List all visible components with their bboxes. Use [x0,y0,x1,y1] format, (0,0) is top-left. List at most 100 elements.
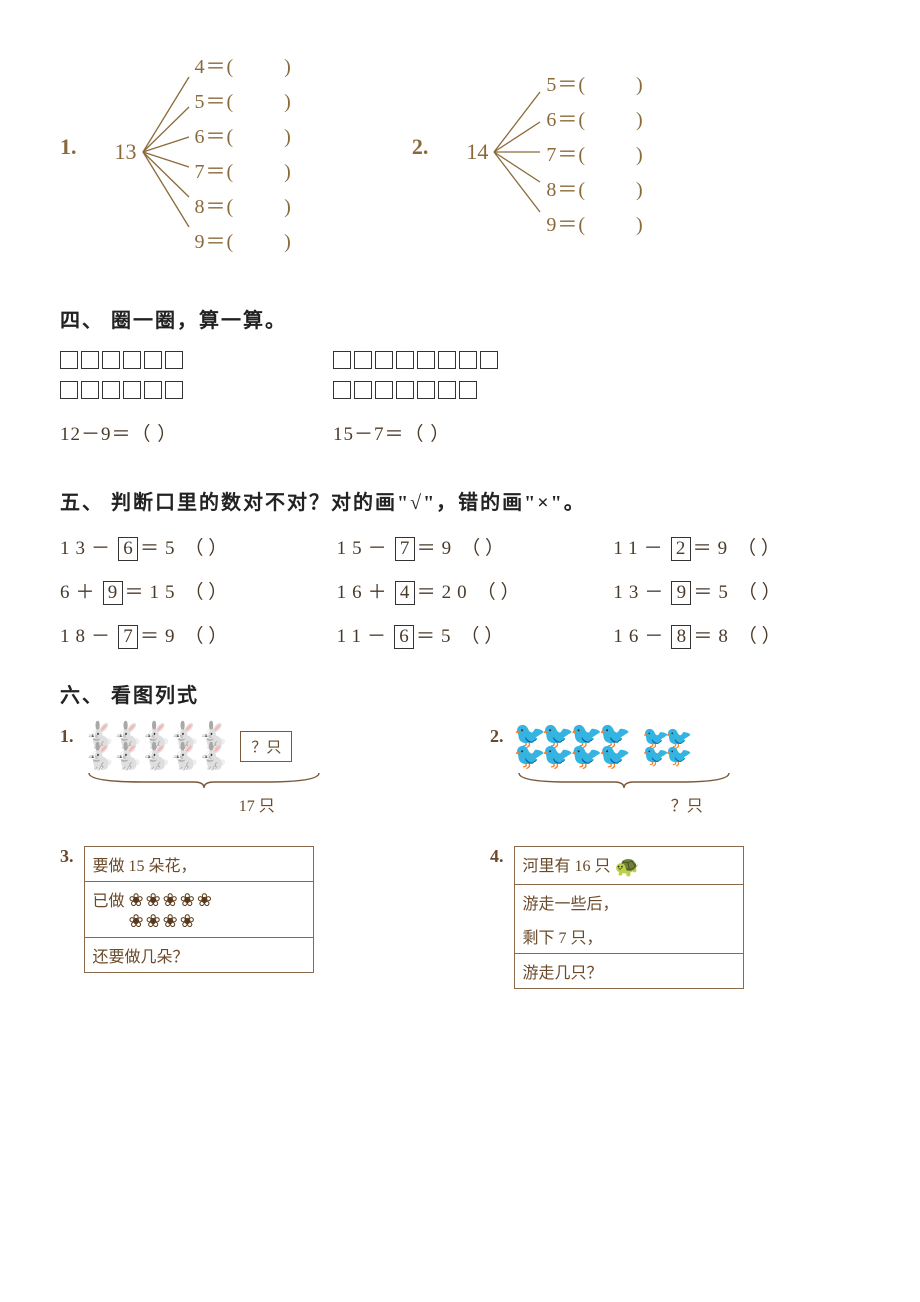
fan-equation: 9＝() [195,225,292,254]
boxed-number: 9 [103,581,123,605]
equation: 15－7＝（ ） [333,419,498,446]
boxed-number: 4 [395,581,415,605]
boxed-number: 9 [671,581,691,605]
square-icon [480,351,498,369]
story-row: 还要做几朵？ [84,937,313,972]
square-icon [144,381,162,399]
problem-number: 4. [490,846,504,867]
square-icon [459,381,477,399]
story-table: 要做 15 朵花， 已做 ❀❀❀❀❀ ❀❀❀❀ 还要做几朵？ [84,846,314,973]
answer-paren: （ ） [185,538,228,559]
square-icon [375,351,393,369]
square-row [333,381,498,399]
square-icon [396,381,414,399]
picture-problem-4: 4. 河里有 16 只 🐢 游走一些后， 剩下 7 只， 游走几只？ [490,846,860,990]
circle-problem: 12－9＝（ ） [60,351,183,446]
story-row: 游走几只？ [514,954,743,989]
square-icon [396,351,414,369]
answer-paren: （ ） [738,626,781,647]
square-icon [354,351,372,369]
picture-problem-3: 3. 要做 15 朵花， 已做 ❀❀❀❀❀ ❀❀❀❀ 还要做几朵？ [60,846,430,990]
picture-problem-2: 2. 🐦🐦🐦🐦🐦🐦🐦🐦 🐦🐦🐦🐦 ？只 [490,726,860,816]
brace-icon [84,770,324,790]
fan-equation: 8＝() [546,173,643,202]
square-icon [123,351,141,369]
square-row [333,351,498,369]
square-icon [165,351,183,369]
picture-problem-1: 1. 🐇🐇🐇🐇🐇🐇🐇🐇🐇🐇 ？只 17 只 [60,726,430,816]
square-row [60,351,183,369]
square-icon [417,381,435,399]
fan-equation: 4＝() [195,50,292,79]
brace-icon [514,770,734,790]
fan-equation: 7＝() [546,138,643,167]
square-icon [102,381,120,399]
question-box: ？只 [240,731,292,762]
fan-lines-icon [141,62,191,242]
rabbit-cluster-icon: 🐇🐇🐇🐇🐇🐇🐇🐇🐇🐇 [84,726,226,768]
square-icon [333,381,351,399]
section-3-fan-problems: 1. 13 4＝()5＝()6＝()7＝()8＝()9＝() 2. 14 5＝(… [60,40,860,254]
fan-base-number: 14 [466,139,488,165]
answer-paren: （ ） [185,626,228,647]
fan-base-number: 13 [115,139,137,165]
square-icon [144,351,162,369]
section-6-title: 六、 看图列式 [60,679,860,708]
story-row: 河里有 16 只 🐢 [514,846,743,885]
problem-number: 1. [60,726,74,747]
fan-equation: 6＝() [195,120,292,149]
fan-equation: 9＝() [546,208,643,237]
total-label: 17 只 [84,792,431,816]
square-icon [354,381,372,399]
section-5-title: 五、 判断口里的数对不对？对的画"√"，错的画"×"。 [60,486,860,515]
square-icon [81,351,99,369]
boxed-number: 2 [671,537,691,561]
section-4-title: 四、 圈一圈，算一算。 [60,304,860,333]
total-label: ？只 [514,792,861,816]
story-row: 要做 15 朵花， [84,846,313,881]
answer-paren: （ ） [738,582,781,603]
flower-icon: ❀❀❀❀❀ [129,890,214,910]
square-icon [102,351,120,369]
square-icon [81,381,99,399]
fan-equation: 6＝() [546,103,643,132]
answer-paren: （ ） [460,626,503,647]
judge-item: 13－6＝5（ ） [60,533,307,561]
section-5-problems: 13－6＝5（ ） 15－7＝9（ ） 11－2＝9（ ） 6＋9＝15（ ） … [60,533,860,649]
judge-item: 6＋9＝15（ ） [60,577,307,605]
square-icon [459,351,477,369]
flower-icon: ❀❀❀❀ [129,911,197,931]
problem-number: 2. [490,726,504,747]
bird-cluster-right-icon: 🐦🐦🐦🐦 [642,729,689,764]
square-row [60,381,183,399]
equation: 12－9＝（ ） [60,419,183,446]
judge-item: 13－9＝5（ ） [613,577,860,605]
turtle-icon: 🐢 [615,854,640,879]
story-table: 河里有 16 只 🐢 游走一些后， 剩下 7 只， 游走几只？ [514,846,744,990]
answer-paren: （ ） [185,582,228,603]
boxed-number: 6 [118,537,138,561]
problem-number: 3. [60,846,74,867]
boxed-number: 8 [671,625,691,649]
section-6-problems: 1. 🐇🐇🐇🐇🐇🐇🐇🐇🐇🐇 ？只 17 只 2. 🐦🐦🐦🐦🐦🐦🐦🐦 🐦🐦🐦🐦 [60,726,860,989]
boxed-number: 7 [118,625,138,649]
judge-item: 16＋4＝20（ ） [337,577,584,605]
problem-number: 1. [60,134,77,160]
bird-cluster-left-icon: 🐦🐦🐦🐦🐦🐦🐦🐦 [514,726,628,768]
fan-problem: 1. 13 4＝()5＝()6＝()7＝()8＝()9＝() [60,40,292,254]
story-row: 游走一些后， [514,885,743,920]
judge-item: 11－2＝9（ ） [613,533,860,561]
square-icon [60,351,78,369]
boxed-number: 6 [394,625,414,649]
square-icon [60,381,78,399]
judge-item: 11－6＝5（ ） [337,621,584,649]
judge-item: 16－8＝8（ ） [613,621,860,649]
fan-equation: 5＝() [195,85,292,114]
story-row: 已做 ❀❀❀❀❀ ❀❀❀❀ [84,881,313,937]
fan-lines-icon [492,77,542,227]
circle-problem: 15－7＝（ ） [333,351,498,446]
fan-equation: 7＝() [195,155,292,184]
answer-paren: （ ） [461,538,504,559]
fan-equation: 5＝() [546,68,643,97]
square-icon [123,381,141,399]
